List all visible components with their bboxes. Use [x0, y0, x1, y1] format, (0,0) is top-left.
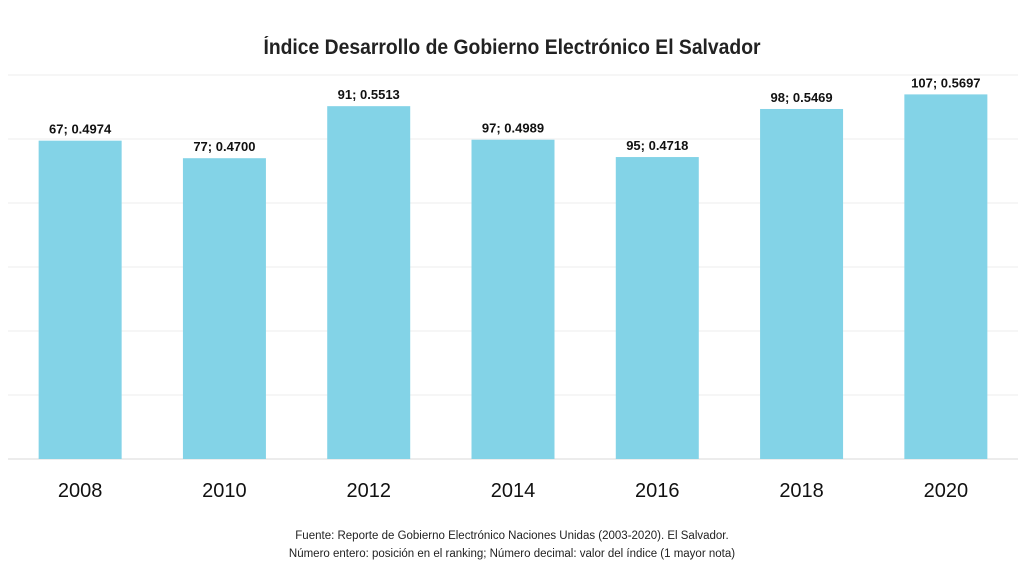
data-label-2018: 98; 0.5469 [770, 90, 832, 105]
x-tick-2012: 2012 [346, 480, 391, 502]
data-label-2008: 67; 0.4974 [49, 122, 112, 137]
x-tick-2016: 2016 [635, 480, 680, 502]
source-note: Fuente: Reporte de Gobierno Electrónico … [0, 527, 1024, 563]
x-tick-2020: 2020 [924, 480, 969, 502]
legend-explanation: Número entero: posición en el ranking; N… [288, 548, 736, 560]
source-line: Fuente: Reporte de Gobierno Electrónico … [295, 530, 729, 542]
bar-2014 [471, 139, 555, 460]
bar-2012 [327, 106, 411, 459]
bar-2018 [760, 108, 844, 459]
x-tick-2014: 2014 [491, 480, 536, 502]
bars [38, 94, 988, 460]
x-tick-2018: 2018 [779, 480, 824, 502]
bar-2008 [38, 140, 122, 459]
chart-title: Índice Desarrollo de Gobierno Electrónic… [263, 36, 761, 59]
x-tick-2010: 2010 [202, 480, 247, 502]
bar-2010 [182, 158, 266, 459]
data-label-2020: 107; 0.5697 [911, 75, 980, 90]
bar-2016 [615, 157, 699, 459]
data-label-2012: 91; 0.5513 [338, 87, 400, 102]
bar-2020 [904, 94, 988, 459]
data-labels: 67; 0.4974 77; 0.4700 91; 0.5513 97; 0.4989… [49, 75, 981, 154]
data-label-2014: 97; 0.4989 [482, 121, 544, 136]
x-tick-2008: 2008 [58, 480, 103, 502]
data-label-2010: 77; 0.4700 [193, 139, 255, 154]
x-axis-ticks: 2008 2010 2012 2014 2016 2018 2020 [58, 480, 968, 502]
data-label-2016: 95; 0.4718 [626, 138, 688, 153]
